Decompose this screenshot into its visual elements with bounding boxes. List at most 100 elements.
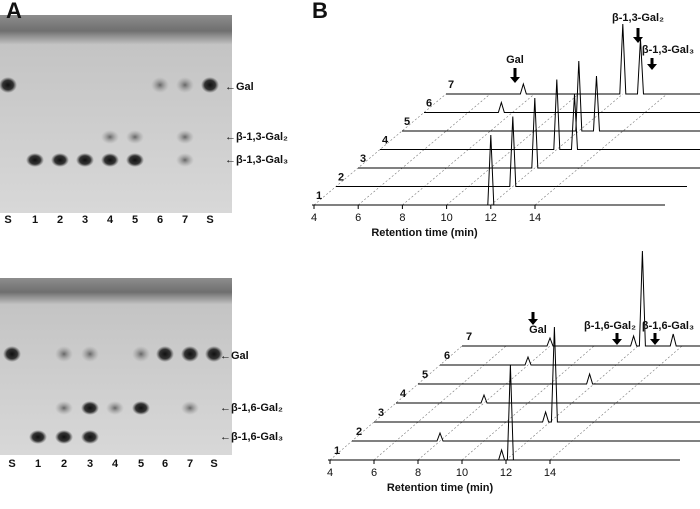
tlc-spot [26,153,44,167]
lane-label: 4 [112,458,119,470]
lane-label: 1 [35,458,41,470]
trace [396,393,700,404]
tlc-spot [106,401,124,415]
trace [424,100,700,113]
tlc-spot [55,430,73,444]
trace-label: 2 [338,171,344,183]
tlc-spot [3,346,21,362]
x-tick-label: 4 [327,467,333,479]
trace [330,364,680,461]
x-tick-label: 14 [529,212,541,224]
peak-label: β-1,6-Gal₃ [642,320,694,332]
trace-label: 5 [422,369,428,381]
arrow [633,37,643,43]
tlc-spot [205,346,223,362]
arrow [650,339,660,345]
lane-label: 5 [132,214,138,226]
tlc-spot [156,346,174,362]
arrow [653,333,657,340]
trace-label: 4 [400,388,407,400]
trace [440,355,700,366]
tlc-spot [201,77,219,93]
tlc-spot [101,130,119,144]
panel-label: A [6,0,22,23]
peak-label: β-1,6-Gal₂ [584,320,636,332]
peak-label: β-1,3-Gal₂ [612,12,664,24]
lane-label: S [4,214,11,226]
tlc-spot [51,153,69,167]
trace-label: 1 [334,445,340,457]
trace [402,60,700,132]
tlc-spot [55,346,73,362]
tlc-spot [176,130,194,144]
trace [418,372,700,385]
tlc-spot [0,77,17,93]
trace-label: 2 [356,426,362,438]
lane-label: 5 [138,458,144,470]
tlc-spot [81,401,99,415]
trace [462,250,700,347]
x-tick-label: 6 [355,212,361,224]
trace [446,23,700,95]
guide [490,93,623,206]
lane-label: 7 [182,214,188,226]
trace-label: 3 [360,153,366,165]
tlc-spot [181,346,199,362]
lane-label: S [8,458,15,470]
x-tick-label: 12 [500,467,512,479]
trace [352,431,700,442]
x-tick-label: 4 [311,212,317,224]
lane-label: 1 [32,214,38,226]
trace-label: 5 [404,116,410,128]
trace [314,134,665,206]
band-label: ←β-1,6-Gal₃ [220,431,283,443]
trace [374,326,700,423]
tlc-spot [176,153,194,167]
trace [380,79,700,150]
guide [417,345,551,461]
tlc-spot [81,430,99,444]
lane-label: 3 [82,214,88,226]
arrow [650,58,654,65]
arrow [528,319,538,325]
band-label: ←Gal [225,81,254,93]
lane-label: 6 [162,458,168,470]
tlc-spot [76,153,94,167]
tlc-spot [29,430,47,444]
tlc-spot [181,401,199,415]
x-axis-label: Retention time (min) [387,482,494,494]
tlc-spot [176,77,194,93]
lane-label: 3 [87,458,93,470]
lane-label: S [206,214,213,226]
trace [358,97,700,169]
x-tick-label: 8 [399,212,405,224]
tlc-spot [55,401,73,415]
x-tick-label: 10 [456,467,468,479]
band-label: ←β-1,3-Gal₂ [225,131,288,143]
tlc-spot [151,77,169,93]
lane-label: 4 [107,214,114,226]
trace-label: 7 [448,79,454,91]
arrow [513,68,517,78]
arrow [510,77,520,83]
arrow [615,333,619,340]
peak-label: Gal [529,324,547,336]
x-axis-label: Retention time (min) [371,227,478,239]
lane-label: 2 [61,458,67,470]
band-label: ←Gal [220,350,249,362]
lane-label: 2 [57,214,63,226]
trace-label: 1 [316,190,322,202]
x-tick-label: 6 [371,467,377,479]
peak-label: β-1,3-Gal₃ [642,44,694,56]
tlc-spot [101,153,119,167]
peak-label: Gal [506,54,524,66]
trace-label: 7 [466,331,472,343]
lane-label: 6 [157,214,163,226]
tlc-spot [126,153,144,167]
trace-label: 3 [378,407,384,419]
tlc-spot [126,130,144,144]
tlc-spot [81,346,99,362]
arrow [636,28,640,38]
x-tick-label: 14 [544,467,556,479]
